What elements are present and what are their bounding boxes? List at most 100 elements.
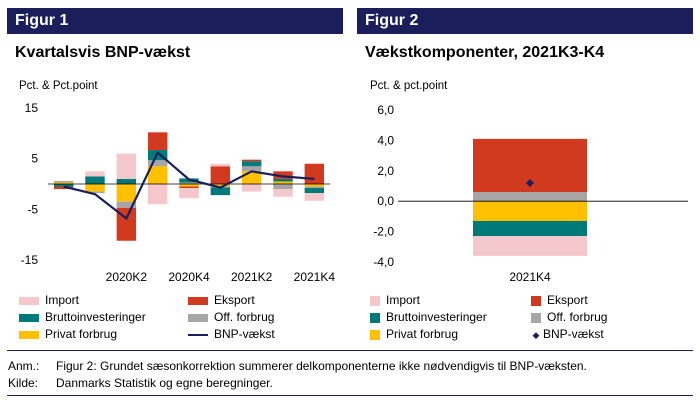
legend-label-bruttoinvesteringer: Bruttoinvesteringer (45, 310, 146, 324)
fig2-y-tick-label: 4,0 (377, 133, 394, 147)
fig1-bar-import (210, 163, 231, 167)
fig1-bar-import (304, 193, 325, 201)
figure-1-unit-label: Pct. & Pct.point (19, 80, 98, 92)
fig1-bar-privat (116, 184, 137, 202)
legend-label-eksport: Eksport (214, 293, 255, 307)
legend-item-bruttoinvesteringer: Bruttoinvesteringer (19, 310, 146, 324)
legend-item-bnp-vaekst: BNP-vækst (188, 327, 275, 341)
fig2-bar-brutto (473, 220, 587, 237)
fig1-bar-off (241, 166, 262, 172)
legend2-item-bruttoinvesteringer: Bruttoinvesteringer (370, 310, 487, 324)
legend2-swatch-eksport (531, 295, 541, 306)
charts-canvas: 15 5 -5 -15 2020K2 2020K4 2021K2 2021K4 6,0 4,0 2,… (21, 101, 688, 284)
figure-1-panel: Figur 1 (7, 8, 343, 34)
fig1-y-tick-label: -5 (27, 202, 38, 216)
note-kilde-row: Kilde: Danmarks Statistik og egne beregni… (8, 375, 587, 392)
legend2-item-off-forbrug: Off. forbrug (531, 310, 607, 324)
fig2-y-tick-label: -2,0 (373, 225, 394, 239)
figure-2-title: Vækstkomponenter, 2021K3-K4 (365, 44, 605, 61)
fig1-bar-import (241, 184, 262, 192)
legend2-swatch-off-forbrug (531, 312, 541, 323)
fig2-x-tick-label: 2021K4 (509, 270, 551, 284)
figure-2-unit-label: Pct. & pct.point (370, 80, 448, 92)
fig1-bar-off (85, 191, 105, 194)
fig1-bar-off (273, 184, 293, 190)
fig2-y-tick-label: 2,0 (377, 164, 394, 178)
notes-bottom-rule (7, 395, 693, 396)
fig1-bar-eksport (304, 163, 325, 184)
fig2-y-tick-label: 6,0 (377, 103, 394, 117)
fig1-bar-brutto (210, 187, 231, 196)
figure-1-title: Kvartalsvis BNP-vækst (15, 44, 191, 61)
fig1-bnp-line (63, 150, 315, 221)
legend2-item-privat-forbrug: Privat forbrug (370, 327, 458, 341)
fig1-bar-off (304, 186, 325, 189)
fig1-bar-eksport (147, 132, 168, 151)
fig1-bar-import (179, 188, 199, 199)
fig1-bar-off (147, 160, 168, 167)
legend-item-import: Import (19, 293, 79, 307)
fig1-bar-brutto (273, 178, 293, 182)
legend2-swatch-bruttoinvesteringer (370, 312, 380, 323)
legend2-item-import: Import (370, 293, 420, 307)
legend2-swatch-import (370, 295, 380, 306)
fig1-x-tick-label: 2021K4 (294, 270, 336, 284)
legend2-label-privat-forbrug: Privat forbrug (386, 327, 459, 341)
fig1-bar-off (116, 201, 137, 208)
fig1-bar-import (85, 171, 105, 177)
legend2-item-bnp-vaekst: ◆ BNP-vækst (531, 327, 604, 341)
legend2-label-off-forbrug: Off. forbrug (547, 310, 608, 324)
fig1-bar-off (179, 182, 199, 184)
legend2-label-eksport: Eksport (547, 293, 588, 307)
legend-swatch-bruttoinvesteringer (19, 313, 39, 322)
fig1-bar-eksport (210, 166, 231, 184)
legend-label-privat-forbrug: Privat forbrug (45, 327, 118, 341)
fig2-bar-import (473, 236, 587, 256)
figure-2-panel: Figur 2 (357, 8, 693, 34)
fig1-y-tick-label: -15 (21, 253, 39, 267)
legend-item-off-forbrug: Off. forbrug (188, 310, 274, 324)
figure-1-header: Figur 1 (7, 8, 343, 34)
fig1-bar-brutto (304, 188, 325, 194)
legend-label-off-forbrug: Off. forbrug (214, 310, 275, 324)
fig2-bnp-point (526, 178, 534, 187)
fig1-bar-eksport (53, 186, 74, 190)
legend-swatch-off-forbrug (188, 313, 208, 322)
fig2-y-tick-label: -4,0 (373, 255, 394, 269)
fig1-x-tick-label: 2020K4 (168, 270, 210, 284)
fig1-bar-import (116, 153, 137, 179)
fig1-bar-brutto (116, 178, 137, 184)
fig1-bar-privat (147, 166, 168, 184)
fig1-bar-import (147, 184, 168, 205)
fig1-bar-eksport (179, 186, 199, 189)
fig1-x-tick-label: 2021K2 (231, 270, 273, 284)
fig1-bar-off (53, 180, 74, 183)
legend-item-privat-forbrug: Privat forbrug (19, 327, 117, 341)
legend-swatch-eksport (188, 296, 208, 305)
fig1-y-tick-label: 5 (31, 152, 38, 166)
fig2-bar-off (473, 192, 587, 202)
fig1-bar-import (273, 189, 293, 197)
fig1-bar-brutto (85, 176, 105, 184)
figure-2-header: Figur 2 (357, 8, 693, 34)
note-anm-text: Figur 2: Grundet sæsonkorrektion summere… (56, 359, 587, 373)
note-anm-row: Anm.: Figur 2: Grundet sæsonkorrektion su… (8, 358, 587, 375)
fig1-x-tick-label: 2020K2 (106, 270, 148, 284)
legend-swatch-bnp-vaekst (188, 333, 208, 336)
fig1-bar-brutto (53, 184, 74, 187)
fig1-bar-eksport (241, 159, 262, 162)
fig1-bar-privat (273, 181, 293, 184)
fig1-bar-eksport (273, 171, 293, 179)
fig2-y-tick-label: 0,0 (377, 194, 394, 208)
fig1-bar-privat (85, 184, 105, 192)
legend-swatch-import (19, 296, 39, 305)
fig2-bar-privat (473, 201, 587, 221)
legend2-label-bruttoinvesteringer: Bruttoinvesteringer (386, 310, 487, 324)
fig1-bar-privat (210, 184, 231, 187)
legend2-label-import: Import (386, 293, 421, 307)
legend2-diamond-bnp-vaekst: ◆ (532, 329, 540, 340)
note-kilde-text: Danmarks Statistik og egne beregninger. (56, 376, 273, 390)
legend-label-import: Import (45, 293, 80, 307)
note-anm-label: Anm.: (8, 359, 40, 373)
note-kilde-label: Kilde: (8, 376, 39, 390)
